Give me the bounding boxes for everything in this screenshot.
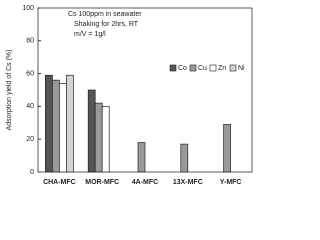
x-tick-label: MOR-MFC	[85, 179, 119, 186]
y-axis-label: Adsorption yield of Cs (%)	[6, 50, 13, 131]
bar	[223, 124, 231, 173]
bar	[180, 143, 189, 173]
x-tick-label: CHA-MFC	[43, 179, 76, 186]
annotation: m/V = 1g/l	[74, 31, 106, 38]
annotation: Cs 100ppm in seawater	[68, 11, 142, 18]
y-tick-label: 0	[30, 169, 34, 176]
bar	[87, 89, 96, 173]
bar	[52, 79, 60, 173]
legend-label: Zn	[218, 65, 226, 72]
legend-label: Co	[178, 65, 187, 72]
y-tick-label: 20	[26, 136, 34, 143]
legend-swatch	[229, 64, 237, 72]
chart: Adsorption yield of Cs (%) 0 20 40 60 80 100 C…	[6, 5, 253, 186]
y-tick-label: 100	[22, 5, 34, 12]
bar	[101, 106, 110, 173]
y-tick-label: 40	[26, 103, 34, 110]
bar	[137, 142, 146, 173]
bar	[45, 74, 53, 173]
x-tick-label: 13X-MFC	[173, 179, 203, 186]
x-tick-label: Y-MFC	[220, 179, 242, 186]
legend-label: Ni	[238, 65, 245, 72]
annotation: Shaking for 2hrs, RT	[74, 21, 139, 28]
legend-swatch	[209, 64, 217, 72]
bar	[59, 83, 67, 173]
bar	[66, 74, 74, 173]
x-tick-label: 4A-MFC	[132, 179, 158, 186]
legend-swatch	[169, 64, 177, 72]
y-tick-label: 80	[26, 38, 34, 45]
bar	[94, 102, 103, 173]
legend-swatch	[189, 64, 197, 72]
legend-label: Cu	[198, 65, 207, 72]
y-tick-label: 60	[26, 70, 34, 77]
